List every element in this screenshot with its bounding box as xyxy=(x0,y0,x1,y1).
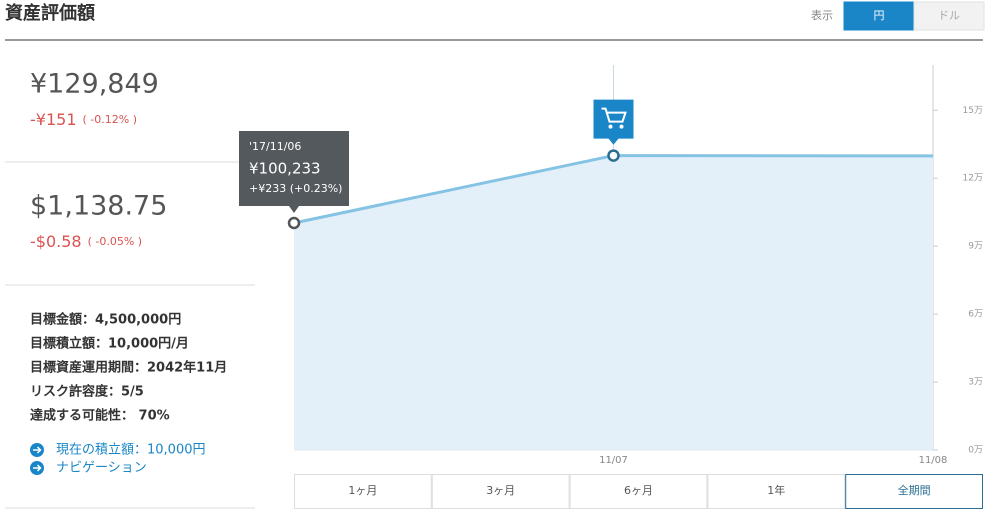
y-tick-label: 15万 xyxy=(963,106,983,116)
button-label: 3ヶ月 xyxy=(486,484,515,497)
button-label: 全期間 xyxy=(898,483,931,497)
period-button[interactable]: 3ヶ月 xyxy=(431,474,570,509)
link[interactable]: ナビゲーション xyxy=(30,461,147,476)
link-text: ナビゲーション xyxy=(56,461,147,476)
page-title: 資産評価額 xyxy=(5,2,95,24)
period-button[interactable]: 1年 xyxy=(707,474,846,509)
y-tick-label: 0万 xyxy=(968,446,983,456)
button-bg xyxy=(569,474,708,509)
y-tick-label: 12万 xyxy=(963,174,983,184)
period-button[interactable]: 1ヶ月 xyxy=(294,474,432,509)
point-marker xyxy=(607,149,620,162)
button-label: 1年 xyxy=(767,483,785,497)
jpy-change-line: -¥151 ( -0.12% ) xyxy=(30,110,137,129)
cart-wheel xyxy=(619,124,624,129)
y-tick-label: 3万 xyxy=(968,378,983,388)
jpy-value: ¥129,849 xyxy=(30,69,159,100)
goal-item: 目標資産運用期間：2042年11月 xyxy=(30,360,227,376)
goal-item: リスク許容度：5/5 xyxy=(30,384,144,400)
point-marker xyxy=(287,216,301,230)
currency-button[interactable]: 円 xyxy=(843,1,915,31)
button-bg xyxy=(294,474,432,509)
tooltip-bg xyxy=(239,131,349,214)
cart xyxy=(601,107,627,123)
usd-change: -$0.58 xyxy=(30,232,82,251)
tooltip-date: '17/11/06 xyxy=(249,140,301,153)
button-bg xyxy=(845,474,984,509)
display-label: 表示 xyxy=(811,8,833,22)
period-button[interactable]: 全期間 xyxy=(845,474,984,509)
jpy-change-pct: ( -0.12% ) xyxy=(83,113,138,126)
link-text: 現在の積立額：10,000円 xyxy=(56,443,206,458)
period-button[interactable]: 6ヶ月 xyxy=(569,474,708,509)
tooltip-change: +¥233 (+0.23%) xyxy=(249,182,342,195)
goal-item: 達成する可能性： 70% xyxy=(30,408,170,424)
area xyxy=(294,155,933,450)
tooltip-value: ¥100,233 xyxy=(249,160,321,178)
button-bg xyxy=(431,474,570,509)
link-arrow xyxy=(33,446,42,454)
usd-value: $1,138.75 xyxy=(30,191,167,222)
currency-button[interactable]: ドル xyxy=(913,1,985,31)
button-label: ドル xyxy=(938,9,960,22)
goal-item: 目標金額：4,500,000円 xyxy=(30,312,181,328)
chart: 0万 3万 6万 9万 12万 15万 11/07 11/08 '17/11/06 ¥100,23… xyxy=(239,65,983,466)
button-label: 1ヶ月 xyxy=(348,484,377,497)
link[interactable]: 現在の積立額：10,000円 xyxy=(30,443,206,458)
y-tick-label: 9万 xyxy=(968,242,983,252)
button-bg xyxy=(913,1,985,31)
button-label: 円 xyxy=(874,9,885,22)
button-label: 6ヶ月 xyxy=(624,484,653,497)
purchase-icon[interactable] xyxy=(593,99,634,145)
x-tick-label: 11/07 xyxy=(599,455,628,466)
link-arrow xyxy=(33,464,42,472)
jpy-change: -¥151 xyxy=(30,110,77,129)
button-bg xyxy=(707,474,846,509)
usd-change-line: -$0.58 ( -0.05% ) xyxy=(30,232,142,251)
usd-change-pct: ( -0.05% ) xyxy=(88,235,143,248)
goal-item: 目標積立額：10,000円/月 xyxy=(30,336,189,352)
cart-wheel xyxy=(608,124,613,129)
y-tick-label: 6万 xyxy=(968,310,983,320)
x-tick-label: 11/08 xyxy=(919,455,948,466)
tooltip: '17/11/06 ¥100,233 +¥233 (+0.23%) xyxy=(239,131,349,214)
